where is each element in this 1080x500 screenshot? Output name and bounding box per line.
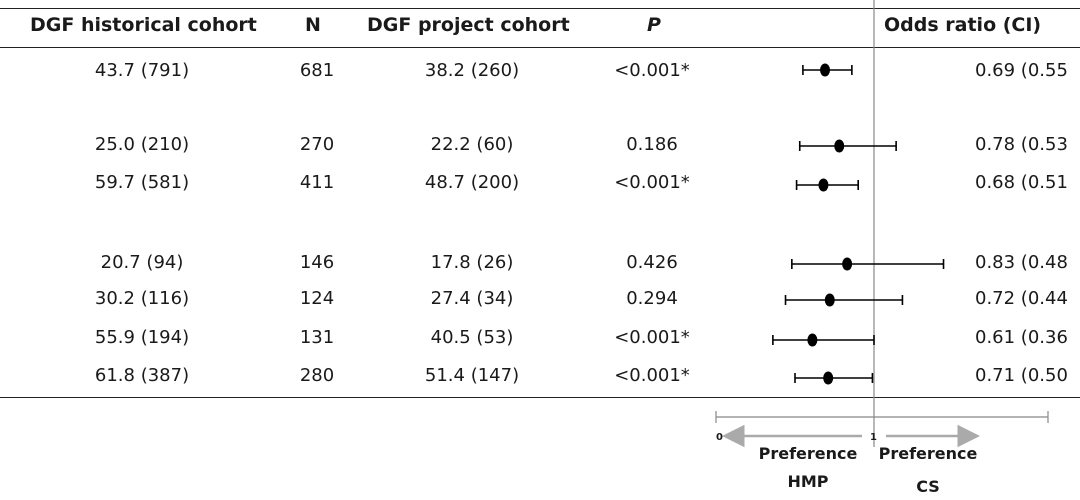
forest-point [802, 63, 853, 77]
p-cell: <0.001* [614, 60, 690, 81]
n-cell: 270 [299, 134, 335, 155]
project-cell: 22.2 (60) [430, 134, 514, 155]
header-rule [0, 47, 1080, 48]
p-cell: <0.001* [614, 365, 690, 386]
odds-ratio-point [834, 139, 845, 153]
historical-cell: 25.0 (210) [94, 134, 190, 155]
p-cell: 0.426 [626, 252, 678, 273]
forest-point [772, 333, 875, 347]
odds-ratio-cell: 0.69 (0.55 [975, 60, 1068, 81]
project-cell: 17.8 (26) [430, 252, 514, 273]
n-cell: 411 [299, 172, 335, 193]
project-cell: 51.4 (147) [424, 365, 520, 386]
preference-cs-label-top: Preference [878, 444, 978, 463]
forest-marks [772, 63, 945, 385]
forest-point [794, 371, 874, 385]
preference-hmp-label-bottom: HMP [787, 472, 829, 491]
p-cell: <0.001* [614, 327, 690, 348]
odds-ratio-cell: 0.78 (0.53 [975, 134, 1068, 155]
x-tick-label: 0 [716, 432, 723, 443]
odds-ratio-point [842, 257, 853, 271]
historical-cell: 43.7 (791) [94, 60, 190, 81]
p-cell: 0.294 [626, 288, 678, 309]
forest-point [784, 293, 904, 307]
n-cell: 280 [299, 365, 335, 386]
odds-ratio-cell: 0.83 (0.48 [975, 252, 1068, 273]
odds-ratio-cell: 0.71 (0.50 [975, 365, 1068, 386]
historical-cell: 61.8 (387) [94, 365, 190, 386]
odds-ratio-point [824, 293, 835, 307]
p-cell: <0.001* [614, 172, 690, 193]
project-cell: 27.4 (34) [430, 288, 514, 309]
project-cell: 48.7 (200) [424, 172, 520, 193]
historical-cell: 55.9 (194) [94, 327, 190, 348]
project-cell: 40.5 (53) [430, 327, 514, 348]
odds-ratio-point [823, 371, 834, 385]
header-odds-ratio: Odds ratio (CI) [884, 14, 1042, 36]
preference-cs-label-bottom: CS [916, 477, 940, 496]
historical-cell: 59.7 (581) [94, 172, 190, 193]
odds-ratio-point [807, 333, 818, 347]
header-n: N [305, 14, 321, 36]
odds-ratio-cell: 0.72 (0.44 [975, 288, 1068, 309]
n-cell: 681 [299, 60, 335, 81]
header-p-value: P [647, 14, 661, 36]
odds-ratio-cell: 0.61 (0.36 [975, 327, 1068, 348]
forest-point [795, 178, 860, 192]
header-historical-cohort: DGF historical cohort [30, 14, 257, 36]
table-bottom-rule [0, 397, 1080, 398]
odds-ratio-cell: 0.68 (0.51 [975, 172, 1068, 193]
project-cell: 38.2 (260) [424, 60, 520, 81]
odds-ratio-point [820, 63, 831, 77]
odds-ratio-point [818, 178, 829, 192]
preference-hmp-label-top: Preference [758, 444, 858, 463]
n-cell: 131 [299, 327, 335, 348]
n-cell: 124 [299, 288, 335, 309]
x-tick-label: 1 [870, 432, 877, 443]
n-cell: 146 [299, 252, 335, 273]
historical-cell: 20.7 (94) [100, 252, 184, 273]
forest-point [798, 139, 897, 153]
forest-point [791, 257, 945, 271]
historical-cell: 30.2 (116) [94, 288, 190, 309]
p-cell: 0.186 [626, 134, 678, 155]
header-project-cohort: DGF project cohort [367, 14, 570, 36]
table-top-rule [0, 8, 1080, 9]
